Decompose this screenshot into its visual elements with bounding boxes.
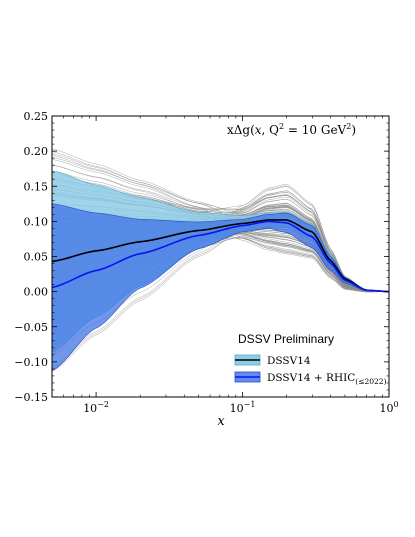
y-tick-label: 0.00 — [24, 286, 49, 299]
y-axis: −0.15 −0.10 −0.05 0.00 0.05 0.10 0.15 0.20 0.25 — [14, 110, 389, 404]
y-tick-label: −0.15 — [14, 391, 48, 404]
y-tick-label: 0.10 — [24, 215, 49, 228]
y-tick-label: −0.10 — [14, 356, 48, 369]
x-axis: 10−2 10−1 100 — [51, 116, 399, 415]
line-dssv14-rhic — [52, 220, 389, 293]
band-dssv14-rhic — [52, 203, 389, 372]
chart-annotation: xΔg(x, Q2 = 10 GeV2) — [227, 122, 356, 137]
legend-item-dssv14-rhic: DSSV14 + RHIC(≤2022) — [234, 371, 387, 386]
line-dssv14 — [52, 219, 389, 293]
central-curves — [52, 219, 389, 293]
legend-label-dssv14-rhic: DSSV14 + RHIC(≤2022) — [267, 372, 387, 386]
chart-subtitle: DSSV Preliminary — [238, 332, 334, 346]
y-tick-label: 0.15 — [24, 180, 49, 193]
legend-item-dssv14: DSSV14 — [234, 354, 311, 367]
y-tick-label: 0.20 — [24, 145, 49, 158]
y-tick-label: −0.05 — [14, 321, 48, 334]
x-tick-label: 10−2 — [83, 400, 109, 415]
legend-label-dssv14: DSSV14 — [267, 355, 311, 367]
x-tick-label: 100 — [379, 400, 398, 415]
legend: DSSV14 DSSV14 + RHIC(≤2022) — [234, 354, 387, 386]
x-tick-label: 10−1 — [230, 400, 256, 415]
x-axis-label: x — [217, 414, 225, 429]
y-tick-label: 0.05 — [24, 251, 49, 264]
y-tick-label: 0.25 — [24, 110, 49, 123]
